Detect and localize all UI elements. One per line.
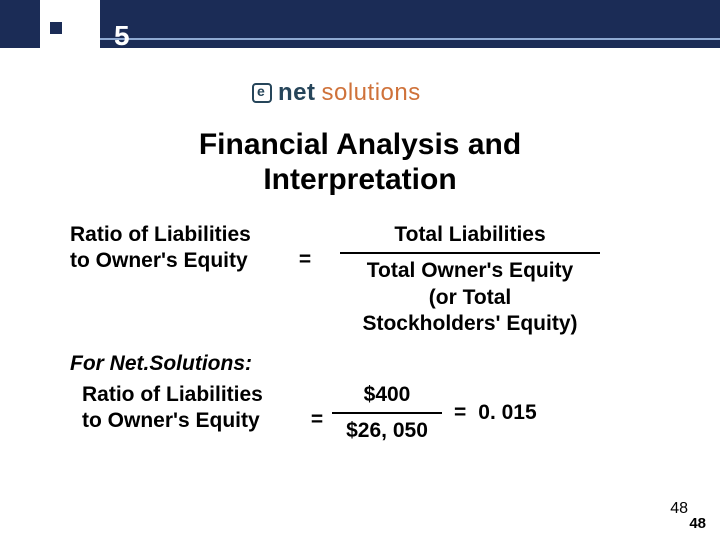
logo-text-solutions: solutions (322, 79, 421, 107)
formula1-rhs: Total Liabilities Total Owner's Equity (… (320, 222, 620, 337)
ratio-formula-numeric: Ratio of Liabilities to Owner's Equity =… (82, 382, 682, 445)
title-line2: Interpretation (263, 163, 456, 196)
ratio-formula-general: Ratio of Liabilities to Owner's Equity =… (70, 222, 670, 337)
f2-equals: = (302, 382, 332, 432)
f2-numerator: $400 (332, 382, 442, 408)
f2-lhs-line1: Ratio of Liabilities (82, 383, 263, 406)
title-line1: Financial Analysis and (199, 128, 521, 161)
f2-result: 0. 015 (478, 401, 536, 425)
f1-denom-line2: (or Total (320, 285, 620, 311)
page-number-1: 48 (670, 500, 688, 518)
header-bullet-square (50, 22, 62, 34)
f1-denom-line1: Total Owner's Equity (320, 258, 620, 284)
f2-denominator: $26, 050 (332, 418, 442, 444)
logo-mark-icon (252, 83, 272, 103)
logo-text-net: net (278, 79, 316, 107)
f2-fraction: $400 $26, 050 (332, 382, 442, 445)
f2-fraction-line (332, 412, 442, 414)
f1-denom-line3: Stockholders' Equity) (320, 311, 620, 337)
formula2-lhs: Ratio of Liabilities to Owner's Equity (82, 382, 302, 435)
header-accent-line (100, 38, 720, 40)
f1-lhs-line2: to Owner's Equity (70, 249, 248, 272)
for-netsolutions-label: For Net.Solutions: (70, 352, 252, 376)
header-bar (0, 0, 720, 48)
formula2-rhs: $400 $26, 050 = 0. 015 (332, 382, 537, 445)
formula1-lhs: Ratio of Liabilities to Owner's Equity (70, 222, 290, 275)
f1-fraction-line (340, 252, 600, 254)
chapter-number: 5 (114, 20, 130, 52)
logo: netsolutions (252, 78, 492, 108)
slide-title: Financial Analysis and Interpretation (0, 128, 720, 197)
header-notch (40, 0, 100, 48)
page-number-2: 48 (689, 515, 706, 532)
f1-equals: = (290, 222, 320, 272)
f1-lhs-line1: Ratio of Liabilities (70, 223, 251, 246)
f2-equals2: = (454, 401, 466, 425)
f1-numerator: Total Liabilities (320, 222, 620, 248)
f2-lhs-line2: to Owner's Equity (82, 409, 260, 432)
